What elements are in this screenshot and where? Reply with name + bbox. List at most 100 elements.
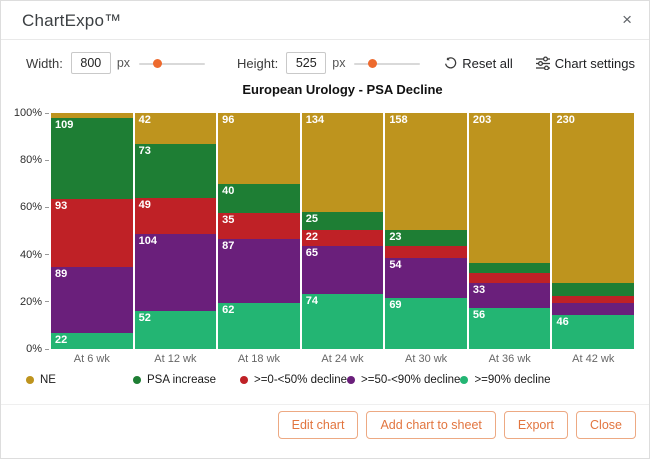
mosaic-segment[interactable]: 46 — [552, 315, 635, 349]
x-axis-label: At 42 wk — [572, 353, 615, 365]
legend-label: NE — [40, 374, 56, 386]
mosaic-segment[interactable]: 104 — [134, 233, 217, 311]
tick-mark — [45, 254, 49, 256]
y-axis-tick-label: 80% — [19, 154, 42, 167]
mosaic-segment[interactable]: 134 — [301, 113, 384, 212]
mosaic-segment[interactable]: 33 — [468, 283, 551, 308]
mosaic-column: 230 46 — [552, 113, 635, 349]
mosaic-segment[interactable]: 96 — [218, 113, 300, 184]
mosaic-segment[interactable]: 22 — [301, 230, 384, 247]
x-axis-label: At 12 wk — [154, 353, 197, 365]
export-button[interactable]: Export — [503, 411, 569, 439]
mosaic-segment[interactable]: 230 — [552, 113, 635, 283]
segment-value-label: 22 — [305, 231, 318, 244]
mosaic-segment[interactable]: 54 — [385, 258, 467, 299]
mosaic-segment[interactable]: 109 — [51, 118, 133, 199]
sliders-icon — [535, 56, 550, 70]
legend-item[interactable]: >=90% decline — [460, 374, 567, 386]
segment-value-label: 23 — [389, 230, 402, 243]
mosaic-column: 96 40 35 87 62 — [218, 113, 300, 349]
mosaic-segment[interactable] — [552, 282, 635, 296]
mosaic-segment[interactable] — [552, 303, 635, 316]
edit-chart-button[interactable]: Edit chart — [277, 411, 359, 439]
mosaic-segment[interactable]: 89 — [51, 267, 133, 333]
close-icon[interactable]: × — [622, 10, 632, 29]
chart-settings-button[interactable]: Chart settings — [535, 56, 635, 71]
legend-label: PSA increase — [147, 374, 217, 386]
mosaic-segment[interactable]: 35 — [218, 213, 300, 240]
legend-item[interactable]: >=50-<90% decline — [347, 374, 460, 386]
mosaic-segment[interactable]: 40 — [218, 183, 300, 214]
close-button[interactable]: Close — [576, 411, 636, 439]
segment-value-label: 49 — [138, 198, 151, 211]
reset-all-label: Reset all — [462, 55, 513, 71]
mosaic-segment[interactable]: 65 — [301, 246, 384, 295]
mosaic-segment[interactable]: 203 — [468, 113, 551, 263]
legend-label: >=50-<90% decline — [361, 374, 461, 386]
y-axis-tick: 60% — [20, 201, 49, 213]
mosaic-segment[interactable]: 49 — [134, 197, 217, 234]
segment-value-label: 73 — [138, 144, 151, 157]
x-axis-label: At 36 wk — [488, 353, 531, 365]
mosaic-segment[interactable] — [468, 262, 551, 274]
x-axis-label: At 30 wk — [405, 353, 448, 365]
mosaic-segment[interactable]: 25 — [301, 211, 384, 231]
segment-value-label: 33 — [472, 284, 486, 297]
mosaic-segment[interactable] — [385, 246, 467, 259]
mosaic-segment[interactable]: 74 — [301, 294, 384, 349]
mosaic-segment[interactable]: 56 — [468, 307, 551, 349]
segment-value-label: 40 — [222, 184, 235, 197]
height-unit-label: px — [332, 56, 346, 70]
mosaic-segment[interactable]: 93 — [51, 198, 133, 268]
mosaic-segment[interactable]: 73 — [134, 143, 217, 198]
footer-divider — [1, 404, 649, 405]
legend-item[interactable]: PSA increase — [133, 374, 240, 386]
controls-right-group: Reset all Chart settings — [444, 56, 635, 71]
add-chart-to-sheet-button[interactable]: Add chart to sheet — [366, 411, 496, 439]
segment-value-label: 52 — [138, 311, 151, 324]
segment-value-label: 203 — [472, 114, 492, 126]
mosaic-segment[interactable] — [552, 295, 635, 304]
chart-size-controls: Width: px Height: px Reset all — [26, 48, 635, 78]
tick-mark — [45, 159, 49, 161]
reset-icon — [445, 56, 457, 69]
segment-value-label: 42 — [138, 114, 151, 126]
mosaic-segment[interactable]: 69 — [385, 298, 467, 349]
width-slider-track[interactable] — [139, 62, 206, 65]
mosaic-segment[interactable]: 23 — [385, 229, 467, 247]
mosaic-column: 158 23 54 69 — [385, 113, 467, 349]
mosaic-segment[interactable]: 158 — [385, 113, 467, 230]
legend-item[interactable]: >=0-<50% decline — [240, 374, 347, 386]
tick-mark — [45, 206, 49, 208]
segment-value-label: 96 — [222, 114, 235, 126]
mosaic-segment[interactable] — [51, 113, 133, 119]
segment-value-label: 104 — [138, 234, 157, 247]
y-axis-tick: 40% — [20, 249, 49, 261]
chart-title: European Urology - PSA Decline — [242, 82, 443, 97]
segment-value-label: 69 — [389, 299, 402, 312]
y-axis-tick-label: 60% — [19, 201, 42, 214]
segment-value-label: 54 — [389, 259, 402, 272]
mosaic-segment[interactable]: 52 — [134, 310, 217, 349]
height-slider[interactable] — [354, 58, 421, 68]
segment-value-label: 22 — [55, 333, 68, 346]
height-slider-handle[interactable] — [368, 58, 378, 68]
y-axis-tick: 100% — [14, 107, 49, 119]
x-axis-label: At 18 wk — [237, 353, 281, 365]
mosaic-segment[interactable] — [468, 273, 551, 284]
legend-item[interactable]: NE — [26, 374, 133, 386]
mosaic-segment[interactable]: 42 — [134, 113, 217, 144]
width-input[interactable] — [70, 52, 111, 74]
width-slider[interactable] — [139, 58, 206, 68]
segment-value-label: 89 — [55, 268, 68, 281]
mosaic-segment[interactable]: 87 — [218, 239, 300, 304]
height-slider-track[interactable] — [354, 62, 421, 65]
reset-all-button[interactable]: Reset all — [444, 56, 513, 71]
width-slider-handle[interactable] — [152, 58, 162, 68]
mosaic-plot: 109 93 89 22 42 73 49 104 52 96 40 35 87 62 134 25 22 65 7… — [51, 113, 635, 349]
mosaic-segment[interactable]: 62 — [218, 303, 300, 349]
tick-mark — [45, 348, 49, 350]
mosaic-segment[interactable]: 22 — [51, 332, 133, 349]
height-input[interactable] — [286, 52, 327, 74]
